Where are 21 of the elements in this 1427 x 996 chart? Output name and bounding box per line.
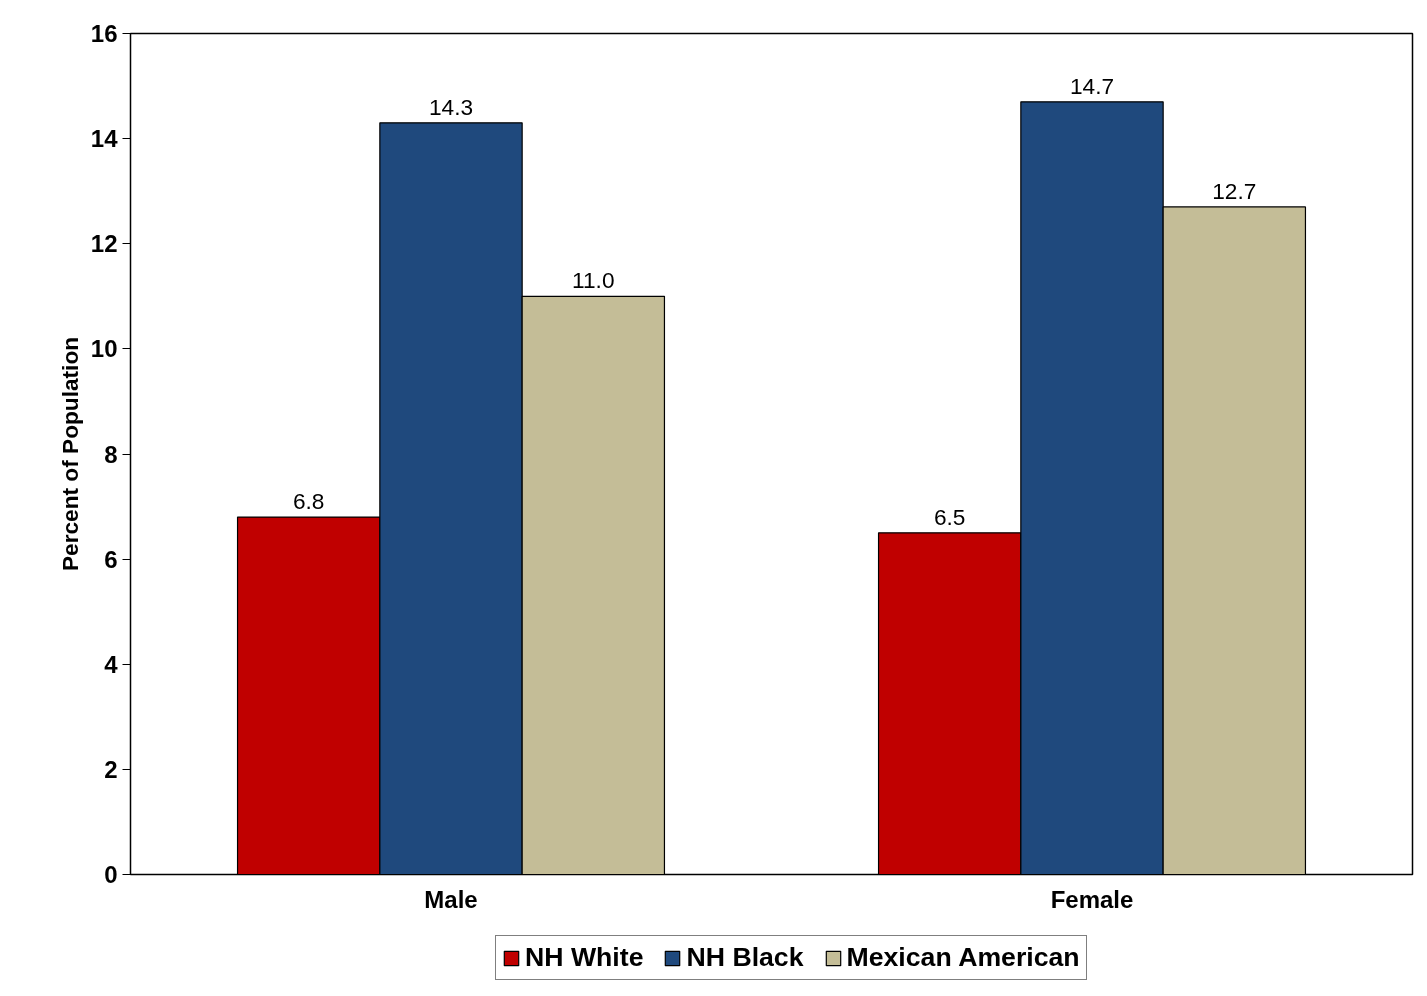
data-label: 12.7 [1212, 177, 1257, 204]
x-tick-label: Female [1050, 885, 1134, 913]
y-tick-label: 12 [90, 230, 118, 258]
y-tick-label: 4 [104, 650, 119, 678]
y-tick-label: 0 [104, 861, 118, 888]
y-tick-label: 16 [90, 20, 118, 47]
y-tick-label: 14 [90, 125, 119, 153]
y-tick-label: 2 [104, 755, 118, 783]
data-label: 11.0 [572, 267, 615, 294]
data-label: 6.8 [292, 488, 325, 515]
x-tick-label: Male [424, 885, 478, 913]
legend-label: NH Black [686, 942, 804, 973]
legend-label: NH White [525, 942, 644, 973]
y-axis-title: Percent of Population [56, 336, 83, 572]
y-tick-label: 8 [104, 440, 118, 468]
legend-label: Mexican American [846, 942, 1080, 973]
y-tick-label: 10 [90, 335, 118, 363]
data-label: 6.5 [933, 503, 966, 530]
data-label: 14.7 [1069, 72, 1115, 99]
data-label: 14.3 [428, 93, 474, 120]
y-tick-label: 6 [104, 545, 118, 573]
